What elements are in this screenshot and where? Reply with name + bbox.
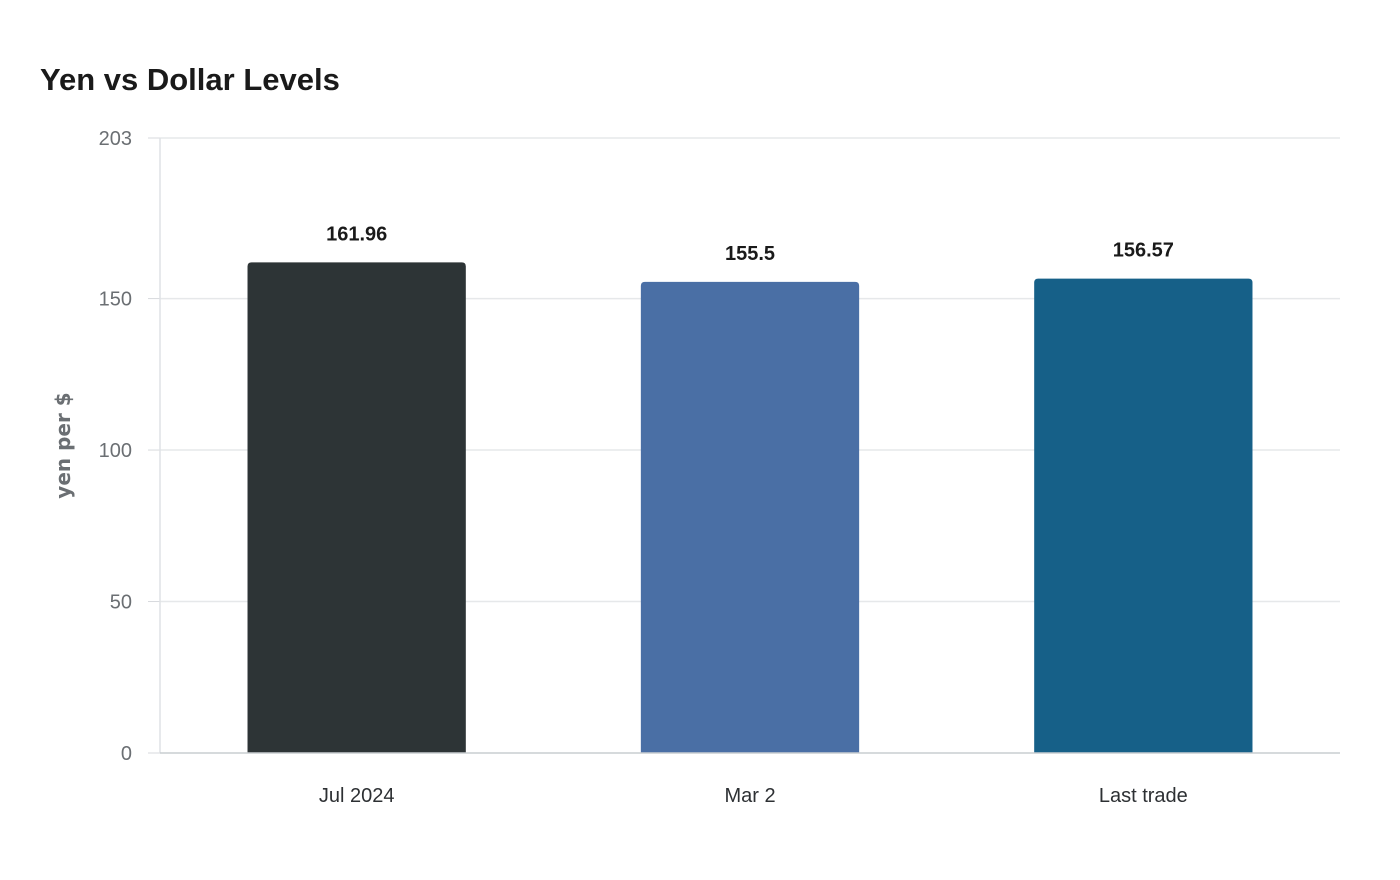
labels: 161.96 Jul 2024 155.5 Mar 2 156.57 Last trade (319, 223, 1188, 807)
x-category-label: Last trade (1099, 785, 1188, 807)
y-tick-label: 150 (99, 289, 132, 311)
y-tick-label: 50 (110, 592, 132, 614)
bars (247, 262, 1253, 753)
y-axis-title: yen per $ (51, 392, 75, 498)
y-tick-label: 100 (99, 440, 132, 462)
axes: 0 50 100 150 203 (99, 128, 1340, 765)
bar-mar-2 (640, 281, 860, 753)
y-tick-label: 0 (121, 743, 132, 765)
bar-last-trade (1034, 278, 1253, 753)
x-category-label: Jul 2024 (319, 785, 395, 807)
x-category-label: Mar 2 (724, 785, 775, 807)
bar-value-label: 156.57 (1113, 240, 1174, 262)
bar-value-label: 155.5 (725, 243, 775, 265)
bar-value-label: 161.96 (326, 223, 387, 245)
bar-jul-2024 (247, 262, 466, 753)
y-tick-label: 203 (99, 128, 132, 150)
chart-title: Yen vs Dollar Levels (40, 62, 340, 97)
